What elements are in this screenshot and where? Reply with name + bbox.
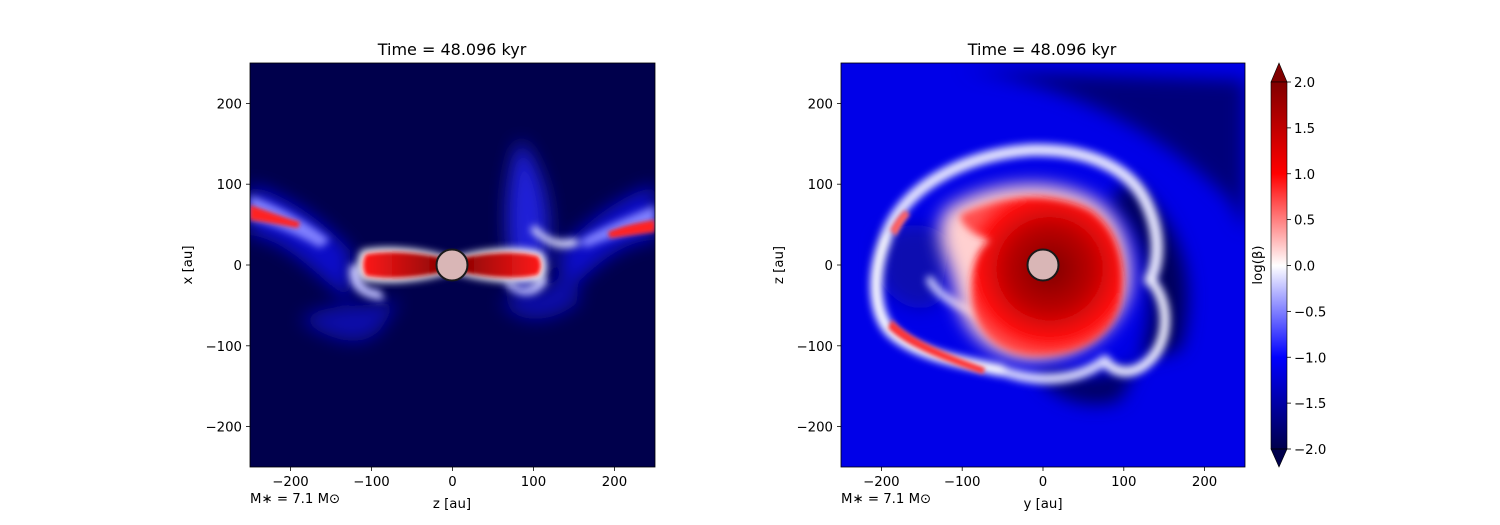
panel-right: −200 −100 0 100 200 −200 −100 0 100 200 Time = 48… <box>772 40 1246 512</box>
ytick-label-left: 200 <box>217 97 242 112</box>
colorbar-tick-label: −1.5 <box>1294 397 1326 412</box>
heatmap-left <box>250 63 655 467</box>
xlabel-left: z [au] <box>433 497 471 512</box>
ytick-label-left: −100 <box>205 340 242 355</box>
xtick-label-left: 200 <box>602 475 627 490</box>
xlabel-right: y [au] <box>1023 497 1062 512</box>
star-mass-annotation-right: M∗ = 7.1 M⊙ <box>841 492 931 507</box>
colorbar-tick-label: −1.0 <box>1294 351 1326 366</box>
ticks-left: −200 −100 0 100 200 −200 −100 0 100 200 <box>205 97 627 490</box>
colorbar-tick-label: −2.0 <box>1294 443 1326 458</box>
colorbar-tick-label: −0.5 <box>1294 305 1326 320</box>
xtick-label-right: 0 <box>1039 475 1047 490</box>
title-left: Time = 48.096 kyr <box>377 40 527 59</box>
colorbar-label: log(β) <box>1251 245 1266 284</box>
xtick-label-left: −200 <box>272 475 309 490</box>
ytick-label-right: −100 <box>796 340 833 355</box>
xtick-label-right: −200 <box>863 475 900 490</box>
ylabel-left: x [au] <box>181 245 196 284</box>
ylabel-right: z [au] <box>772 246 787 284</box>
ytick-label-left: 100 <box>217 178 242 193</box>
colorbar-extend-max <box>1270 62 1288 83</box>
star-marker-left <box>435 248 469 282</box>
ytick-label-right: 200 <box>808 97 833 112</box>
ytick-label-left: −200 <box>205 421 242 436</box>
colorbar-gradient <box>1271 82 1287 449</box>
colorbar-tick-label: 0.0 <box>1294 260 1315 275</box>
ytick-label-right: −200 <box>796 421 833 436</box>
ytick-label-right: 0 <box>825 259 833 274</box>
colorbar-tick-label: 1.0 <box>1294 168 1315 183</box>
ytick-label-right: 100 <box>808 178 833 193</box>
xtick-label-left: 0 <box>448 475 456 490</box>
title-right: Time = 48.096 kyr <box>967 40 1117 59</box>
xtick-label-right: 100 <box>1111 475 1136 490</box>
xtick-label-right: −100 <box>944 475 981 490</box>
star-marker-right <box>1026 248 1060 282</box>
colorbar-ticks: 2.0 1.5 1.0 0.5 0.0 −0.5 −1.0 −1.5 −2.0 <box>1287 76 1326 458</box>
xtick-label-left: −100 <box>353 475 390 490</box>
colorbar-tick-label: 1.5 <box>1294 122 1315 137</box>
xtick-label-left: 100 <box>521 475 546 490</box>
ytick-label-left: 0 <box>234 259 242 274</box>
colorbar: 2.0 1.5 1.0 0.5 0.0 −0.5 −1.0 −1.5 −2.0 log(β) <box>1251 62 1326 468</box>
ticks-right: −200 −100 0 100 200 −200 −100 0 100 200 <box>796 97 1217 490</box>
colorbar-extend-min <box>1270 448 1288 468</box>
colorbar-tick-label: 0.5 <box>1294 214 1315 229</box>
colorbar-tick-label: 2.0 <box>1294 76 1315 91</box>
panel-left: −200 −100 0 100 200 −200 −100 0 100 200 Time = 48… <box>181 40 656 512</box>
star-mass-annotation-left: M∗ = 7.1 M⊙ <box>250 492 340 507</box>
xtick-label-right: 200 <box>1192 475 1217 490</box>
